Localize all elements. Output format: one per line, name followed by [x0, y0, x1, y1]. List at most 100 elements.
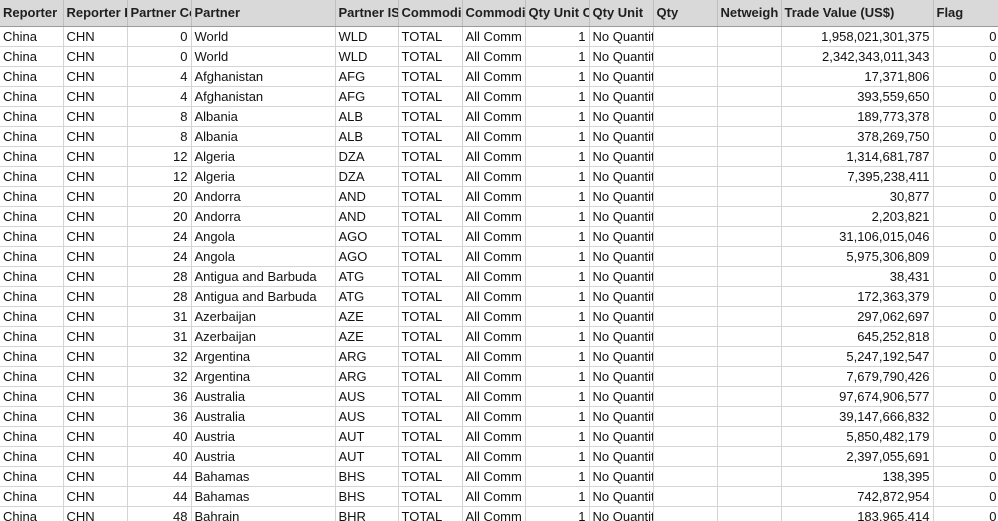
reporter-cell[interactable]: China [0, 346, 64, 367]
netweight-cell[interactable] [717, 86, 782, 107]
commodity-cell[interactable]: All Comm [462, 166, 526, 187]
reporter-iso-cell[interactable]: CHN [63, 266, 128, 287]
qty-unit-code-cell[interactable]: 1 [525, 326, 590, 347]
trade-value-cell[interactable]: 138,395 [781, 466, 934, 487]
partner-iso-cell[interactable]: WLD [335, 46, 399, 67]
partner-cell[interactable]: Afghanistan [191, 86, 336, 107]
qty-cell[interactable] [653, 46, 718, 67]
partner-iso-cell[interactable]: ARG [335, 346, 399, 367]
flag-cell[interactable]: 0 [933, 326, 998, 347]
partner-iso-cell[interactable]: BHS [335, 466, 399, 487]
reporter-cell[interactable]: China [0, 366, 64, 387]
qty-unit-code-cell[interactable]: 1 [525, 25, 590, 47]
reporter-cell[interactable]: China [0, 426, 64, 447]
qty-unit-cell[interactable]: No Quantity [589, 386, 654, 407]
partner-code-cell[interactable]: 31 [127, 306, 192, 327]
partner-cell[interactable]: Algeria [191, 146, 336, 167]
qty-unit-cell[interactable]: No Quantity [589, 506, 654, 521]
partner-iso-cell[interactable]: ATG [335, 286, 399, 307]
qty-unit-code-cell[interactable]: 1 [525, 386, 590, 407]
partner-cell[interactable]: Angola [191, 246, 336, 267]
qty-unit-cell[interactable]: No Quantity [589, 426, 654, 447]
trade-value-cell[interactable]: 97,674,906,577 [781, 386, 934, 407]
flag-cell[interactable]: 0 [933, 426, 998, 447]
netweight-cell[interactable] [717, 226, 782, 247]
commodity-cell[interactable]: All Comm [462, 326, 526, 347]
qty-unit-code-cell[interactable]: 1 [525, 306, 590, 327]
reporter-cell[interactable]: China [0, 266, 64, 287]
flag-cell[interactable]: 0 [933, 306, 998, 327]
commodity-code-cell[interactable]: TOTAL [398, 406, 463, 427]
trade-value-cell[interactable]: 172,363,379 [781, 286, 934, 307]
reporter-cell[interactable]: China [0, 46, 64, 67]
flag-cell[interactable]: 0 [933, 25, 998, 47]
partner-cell[interactable]: Azerbaijan [191, 306, 336, 327]
commodity-cell[interactable]: All Comm [462, 426, 526, 447]
flag-cell[interactable]: 0 [933, 506, 998, 521]
commodity-cell[interactable]: All Comm [462, 366, 526, 387]
qty-unit-code-cell[interactable]: 1 [525, 106, 590, 127]
reporter-cell[interactable]: China [0, 186, 64, 207]
qty-unit-code-cell[interactable]: 1 [525, 426, 590, 447]
partner-iso-cell[interactable]: AFG [335, 66, 399, 87]
partner-iso-cell[interactable]: WLD [335, 25, 399, 47]
flag-cell[interactable]: 0 [933, 86, 998, 107]
qty-cell[interactable] [653, 25, 718, 47]
qty-unit-cell[interactable]: No Quantity [589, 466, 654, 487]
commodity-cell[interactable]: All Comm [462, 146, 526, 167]
qty-unit-cell[interactable]: No Quantity [589, 106, 654, 127]
partner-code-cell[interactable]: 4 [127, 86, 192, 107]
trade-value-cell[interactable]: 1,314,681,787 [781, 146, 934, 167]
trade-value-cell[interactable]: 39,147,666,832 [781, 406, 934, 427]
qty-cell[interactable] [653, 326, 718, 347]
qty-unit-code-cell[interactable]: 1 [525, 146, 590, 167]
partner-code-cell[interactable]: 28 [127, 286, 192, 307]
reporter-iso-cell[interactable]: CHN [63, 166, 128, 187]
partner-iso-cell[interactable]: ALB [335, 126, 399, 147]
reporter-iso-cell[interactable]: CHN [63, 126, 128, 147]
reporter-iso-cell[interactable]: CHN [63, 326, 128, 347]
reporter-iso-cell[interactable]: CHN [63, 86, 128, 107]
qty-unit-cell[interactable]: No Quantity [589, 246, 654, 267]
commodity-code-cell[interactable]: TOTAL [398, 106, 463, 127]
qty-cell[interactable] [653, 486, 718, 507]
reporter-cell[interactable]: China [0, 86, 64, 107]
qty-unit-cell[interactable]: No Quantity [589, 146, 654, 167]
commodity-code-cell[interactable]: TOTAL [398, 86, 463, 107]
partner-code-cell[interactable]: 8 [127, 106, 192, 127]
commodity-code-cell[interactable]: TOTAL [398, 386, 463, 407]
column-header-partner-code[interactable]: Partner Co [127, 0, 192, 27]
qty-unit-cell[interactable]: No Quantity [589, 366, 654, 387]
qty-cell[interactable] [653, 346, 718, 367]
commodity-cell[interactable]: All Comm [462, 25, 526, 47]
partner-iso-cell[interactable]: AGO [335, 246, 399, 267]
partner-code-cell[interactable]: 36 [127, 406, 192, 427]
commodity-code-cell[interactable]: TOTAL [398, 66, 463, 87]
qty-cell[interactable] [653, 426, 718, 447]
netweight-cell[interactable] [717, 406, 782, 427]
partner-cell[interactable]: Andorra [191, 186, 336, 207]
flag-cell[interactable]: 0 [933, 126, 998, 147]
column-header-partner-iso[interactable]: Partner IS [335, 0, 399, 27]
qty-cell[interactable] [653, 506, 718, 521]
flag-cell[interactable]: 0 [933, 286, 998, 307]
reporter-iso-cell[interactable]: CHN [63, 146, 128, 167]
flag-cell[interactable]: 0 [933, 226, 998, 247]
qty-cell[interactable] [653, 306, 718, 327]
netweight-cell[interactable] [717, 186, 782, 207]
reporter-iso-cell[interactable]: CHN [63, 306, 128, 327]
partner-cell[interactable]: Azerbaijan [191, 326, 336, 347]
trade-value-cell[interactable]: 7,679,790,426 [781, 366, 934, 387]
trade-value-cell[interactable]: 38,431 [781, 266, 934, 287]
flag-cell[interactable]: 0 [933, 46, 998, 67]
reporter-cell[interactable]: China [0, 506, 64, 521]
qty-cell[interactable] [653, 186, 718, 207]
qty-cell[interactable] [653, 126, 718, 147]
qty-unit-code-cell[interactable]: 1 [525, 346, 590, 367]
qty-unit-code-cell[interactable]: 1 [525, 366, 590, 387]
column-header-netweight[interactable]: Netweigh [717, 0, 782, 27]
partner-iso-cell[interactable]: BHS [335, 486, 399, 507]
trade-value-cell[interactable]: 17,371,806 [781, 66, 934, 87]
partner-cell[interactable]: Argentina [191, 366, 336, 387]
